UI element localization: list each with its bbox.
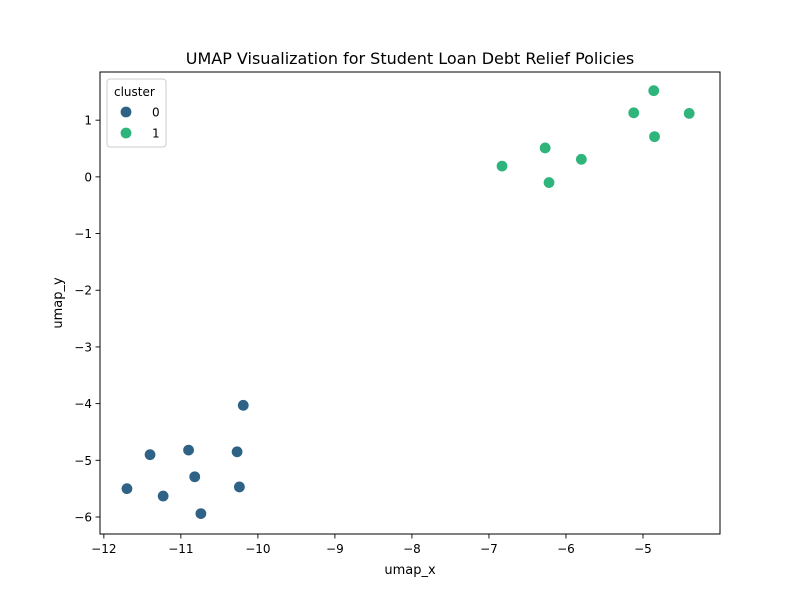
y-tick-label: 1 [84, 114, 92, 128]
y-tick-label: 0 [84, 170, 92, 184]
data-point-cluster-0 [194, 506, 208, 521]
axes-frame [99, 71, 721, 535]
legend-title: cluster [114, 85, 155, 99]
x-axis-label: umap_x [384, 563, 436, 578]
data-point-cluster-1 [542, 175, 556, 190]
data-point-cluster-1 [495, 159, 509, 173]
x-tick-label: −6 [557, 542, 575, 556]
data-point-cluster-1 [574, 152, 588, 166]
legend-marker-cluster-1 [119, 126, 133, 140]
x-tick-label: −5 [634, 542, 652, 556]
x-tick-label: −7 [480, 542, 498, 556]
data-point-cluster-1 [647, 84, 661, 98]
y-tick-label: −1 [74, 227, 92, 241]
y-axis-label: umap_y [51, 277, 66, 329]
data-point-cluster-1 [538, 141, 552, 155]
data-point-cluster-0 [156, 489, 170, 503]
y-tick-label: −3 [74, 340, 92, 354]
x-tick-label: −8 [403, 542, 421, 556]
x-tick-label: −10 [245, 542, 270, 556]
data-point-cluster-0 [120, 482, 134, 496]
chart-title: UMAP Visualization for Student Loan Debt… [186, 49, 635, 68]
legend: cluster 0 1 [106, 78, 167, 148]
data-point-cluster-0 [232, 480, 247, 494]
legend-label-cluster-1: 1 [152, 127, 160, 141]
data-point-cluster-1 [682, 106, 696, 120]
legend-marker-cluster-0 [119, 105, 133, 119]
data-point-cluster-0 [181, 443, 196, 457]
y-tick-label: −5 [74, 454, 92, 468]
legend-label-cluster-0: 0 [152, 106, 160, 120]
y-tick-label: −4 [74, 397, 92, 411]
data-point-cluster-1 [627, 106, 641, 120]
x-tick-label: −11 [168, 542, 193, 556]
data-point-cluster-0 [230, 445, 244, 459]
data-point-cluster-0 [236, 398, 250, 412]
plot-area: −12 −11 −10 −9 −8 −7 −6 −5 1 0 −1 −2 −3 −4 −5 −6 [74, 71, 721, 556]
data-point-cluster-1 [647, 130, 662, 144]
x-tick-label: −12 [91, 542, 116, 556]
y-tick-label: −6 [74, 510, 92, 524]
x-tick-label: −9 [326, 542, 344, 556]
data-point-cluster-0 [143, 448, 157, 462]
data-point-cluster-0 [188, 470, 202, 484]
y-tick-label: −2 [74, 284, 92, 298]
